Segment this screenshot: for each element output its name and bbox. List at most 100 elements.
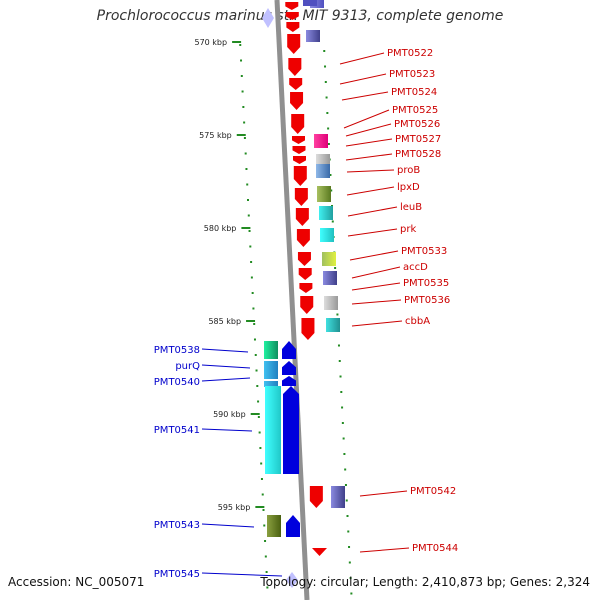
reverse-gene-label: purQ: [175, 361, 200, 372]
forward-gene-arrow: [290, 92, 304, 110]
feature-box: [331, 486, 345, 508]
label-leader-line: [351, 320, 403, 327]
label-leader-line: [201, 348, 249, 353]
forward-gene-arrow: [287, 34, 301, 54]
forward-gene-label: PMT0527: [395, 134, 441, 145]
forward-gene-arrow: [291, 114, 305, 134]
label-leader-line: [346, 169, 395, 173]
tick-label: 575 kbp: [199, 131, 232, 140]
reverse-gene-arrow: [282, 361, 296, 375]
forward-gene-arrow: [309, 486, 323, 508]
feature-box: [326, 318, 340, 332]
reverse-gene-arrow: [282, 341, 296, 359]
forward-gene-arrow: [289, 78, 303, 90]
forward-gene-arrow: [297, 252, 311, 266]
tick-label: 580 kbp: [204, 224, 237, 233]
feature-box: [322, 252, 336, 266]
forward-gene-label: lpxD: [397, 182, 420, 193]
feature-box: [324, 296, 338, 310]
label-leader-line: [339, 73, 387, 85]
forward-gene-arrow: [293, 166, 307, 186]
tick-marks: 570 kbp 575 kbp 580 kbp 585 kbp 590 kbp 595 k…: [194, 38, 265, 512]
label-leader-line: [201, 377, 251, 382]
reverse-gene-arrow: [286, 515, 300, 537]
forward-gene-label: PMT0528: [395, 149, 441, 160]
feature-diamond: [262, 8, 274, 28]
label-leader-line: [201, 572, 283, 577]
feature-box: [316, 164, 330, 178]
label-leader-line: [201, 523, 255, 528]
reverse-gene-label: PMT0543: [154, 520, 200, 531]
reverse-gene-arrow: [283, 386, 299, 474]
forward-gene-arrow: [312, 548, 327, 556]
label-leader-line: [201, 428, 253, 432]
feature-box: [317, 186, 331, 202]
forward-gene-label: PMT0535: [403, 278, 449, 289]
feature-box: [314, 134, 328, 148]
label-leader-line: [345, 153, 393, 161]
feature-box: [264, 341, 278, 359]
label-leader-line: [349, 250, 399, 261]
feature-box: [306, 30, 320, 42]
forward-gene-label: PMT0524: [391, 87, 437, 98]
feature-box: [265, 386, 281, 474]
label-leader-line: [341, 91, 389, 101]
reverse-gene-label: PMT0540: [154, 377, 200, 388]
forward-gene-label: cbbA: [405, 316, 430, 327]
forward-gene-label: PMT0526: [394, 119, 440, 130]
forward-gene-label: PMT0522: [387, 48, 433, 59]
gene-labels: PMT0522 PMT0523 PMT0524 PMT0525 PMT0526 PMT05…: [154, 48, 458, 580]
feature-box: [323, 271, 337, 285]
forward-gene-label: PMT0525: [392, 105, 438, 116]
label-leader-line: [201, 364, 251, 369]
forward-gene-label: PMT0542: [410, 486, 456, 497]
reverse-gene-label: PMT0541: [154, 425, 200, 436]
label-leader-line: [345, 138, 393, 147]
forward-gene-label: leuB: [400, 202, 422, 213]
reverse-gene-arrow: [282, 376, 296, 386]
forward-gene-arrow: [298, 268, 312, 280]
label-leader-line: [345, 123, 392, 137]
label-leader-line: [359, 490, 408, 497]
forward-gene-arrow: [296, 229, 310, 247]
topology-text: Topology: circular; Length: 2,410,873 bp…: [260, 575, 590, 589]
forward-gene-arrow: [286, 22, 300, 32]
map-title: Prochlorococcus marinus str. MIT 9313, c…: [96, 8, 504, 24]
feature-box: [303, 0, 317, 6]
label-leader-line: [359, 547, 410, 553]
forward-gene-arrow: [299, 283, 313, 293]
reverse-gene-label: PMT0545: [154, 569, 200, 580]
forward-gene-arrow: [300, 296, 314, 314]
label-leader-line: [339, 52, 385, 65]
forward-gene-label: prk: [400, 224, 416, 235]
label-leader-line: [351, 266, 401, 279]
reverse-gene-label: PMT0538: [154, 345, 200, 356]
label-leader-line: [346, 186, 395, 196]
forward-gene-arrow: [292, 136, 305, 144]
forward-gene-arrow: [288, 58, 302, 76]
forward-gene-label: PMT0523: [389, 69, 435, 80]
label-leader-line: [351, 282, 401, 291]
forward-gene-arrow: [285, 12, 299, 20]
tick-label: 590 kbp: [213, 410, 246, 419]
forward-gene-label: PMT0544: [412, 543, 458, 554]
feature-box: [319, 206, 333, 220]
forward-gene-arrow: [301, 318, 315, 340]
label-leader-line: [347, 228, 398, 237]
label-leader-line: [343, 109, 390, 129]
forward-gene-arrow: [292, 146, 306, 154]
feature-diamond: [286, 572, 298, 588]
forward-gene-arrow: [295, 208, 309, 226]
gene-features: [262, 0, 345, 588]
forward-gene-label: accD: [403, 262, 428, 273]
label-leader-line: [351, 299, 402, 305]
accession-text: Accession: NC_005071: [8, 575, 145, 589]
forward-gene-label: PMT0533: [401, 246, 447, 257]
genome-backbone: [274, 0, 310, 600]
forward-gene-arrow: [293, 156, 306, 164]
forward-gene-arrow: [285, 2, 299, 10]
feature-box: [264, 361, 278, 379]
feature-box: [264, 381, 278, 387]
tick-label: 570 kbp: [194, 38, 227, 47]
